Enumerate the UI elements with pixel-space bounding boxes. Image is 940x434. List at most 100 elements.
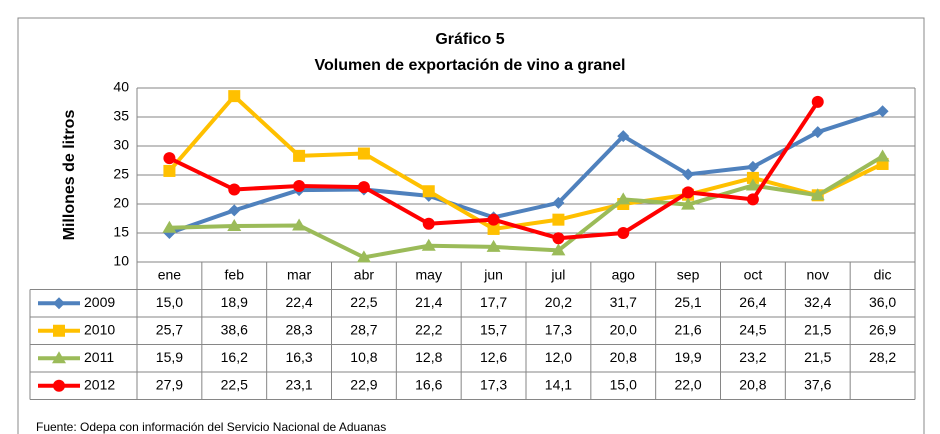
table-value: 28,3 [285,321,312,337]
table-value: 37,6 [804,376,831,392]
x-tick-label: may [416,266,442,282]
marker [53,297,65,310]
series-line [168,109,884,235]
marker [356,250,371,263]
table-value: 22,5 [221,376,248,392]
chart-title: Gráfico 5 [435,31,504,48]
table-value: 18,9 [221,294,248,310]
marker [293,180,306,193]
table-value: 21,5 [804,349,831,365]
x-tick-label: sep [677,266,700,282]
table-value: 25,1 [674,294,701,310]
x-tick-label: ene [158,266,182,282]
x-tick-label: nov [806,266,829,282]
marker [551,243,566,256]
marker [811,95,824,108]
table-value: 16,2 [221,349,248,365]
marker [681,197,696,210]
marker [552,232,565,245]
table-value: 23,1 [285,376,312,392]
y-tick-label: 30 [113,137,129,153]
source-note: Fuente: Odepa con información del Servic… [36,420,386,434]
x-tick-label: feb [225,266,245,282]
marker [746,193,759,206]
table-value: 36,0 [869,294,896,310]
table-value: 12,8 [415,349,442,365]
table-value: 15,7 [480,321,507,337]
legend-label: 2010 [84,321,115,337]
legend-label: 2009 [84,294,115,310]
table-value: 28,2 [869,349,896,365]
marker [746,171,759,184]
marker [875,149,890,162]
marker [293,149,306,162]
table-value: 12,6 [480,349,507,365]
table-value: 23,2 [739,349,766,365]
table-value: 27,9 [156,376,183,392]
table-value: 24,5 [739,321,766,337]
table-value: 22,2 [415,321,442,337]
marker [227,219,242,232]
table-value: 14,1 [545,376,572,392]
marker [810,188,825,201]
table-value: 22,9 [350,376,377,392]
marker [486,239,501,252]
table-value: 22,4 [285,294,312,310]
x-tick-label: dic [874,266,892,282]
table-value: 25,7 [156,321,183,337]
x-tick-label: ago [612,266,636,282]
table-value: 20,2 [545,294,572,310]
x-tick-label: jul [550,266,565,282]
x-tick-label: mar [287,266,311,282]
y-tick-label: 35 [113,108,129,124]
legend-label: 2011 [84,349,114,365]
table-value: 17,3 [480,376,507,392]
marker [746,160,759,173]
marker [487,213,500,226]
y-tick-label: 40 [113,79,129,95]
table-value: 20,0 [610,321,637,337]
marker [811,126,824,139]
table-value: 12,0 [545,349,572,365]
marker [228,183,241,196]
marker [422,217,435,230]
table-value: 20,8 [739,376,766,392]
table-value: 38,6 [221,321,248,337]
y-tick-label: 10 [113,253,129,269]
table-value: 19,9 [674,349,701,365]
marker [163,152,176,165]
table-value: 21,6 [674,321,701,337]
y-axis-label: Millones de litros [61,110,78,241]
table-value: 17,3 [545,321,572,337]
table-value: 15,0 [156,294,183,310]
marker [228,204,241,217]
chart-subtitle: Volumen de exportación de vino a granel [315,57,626,74]
marker [357,147,370,160]
marker [421,238,436,251]
marker [617,130,630,143]
marker [292,218,307,231]
series-line [169,154,884,260]
y-tick-label: 20 [113,195,129,211]
marker [52,351,66,364]
table-value: 32,4 [804,294,831,310]
table-value: 20,8 [610,349,637,365]
table-value: 31,7 [610,294,637,310]
marker [162,220,177,233]
marker [487,222,500,235]
table-value: 22,5 [350,294,377,310]
marker [53,324,65,337]
table-value: 26,9 [869,321,896,337]
table-value: 16,3 [285,349,312,365]
table-value: 28,7 [350,321,377,337]
marker [53,379,65,392]
table-value: 22,0 [674,376,701,392]
marker [616,192,631,205]
table-value: 17,7 [480,294,507,310]
marker [876,105,889,118]
marker [552,196,565,209]
table-value: 15,0 [610,376,637,392]
marker [228,90,241,103]
marker [745,178,760,191]
